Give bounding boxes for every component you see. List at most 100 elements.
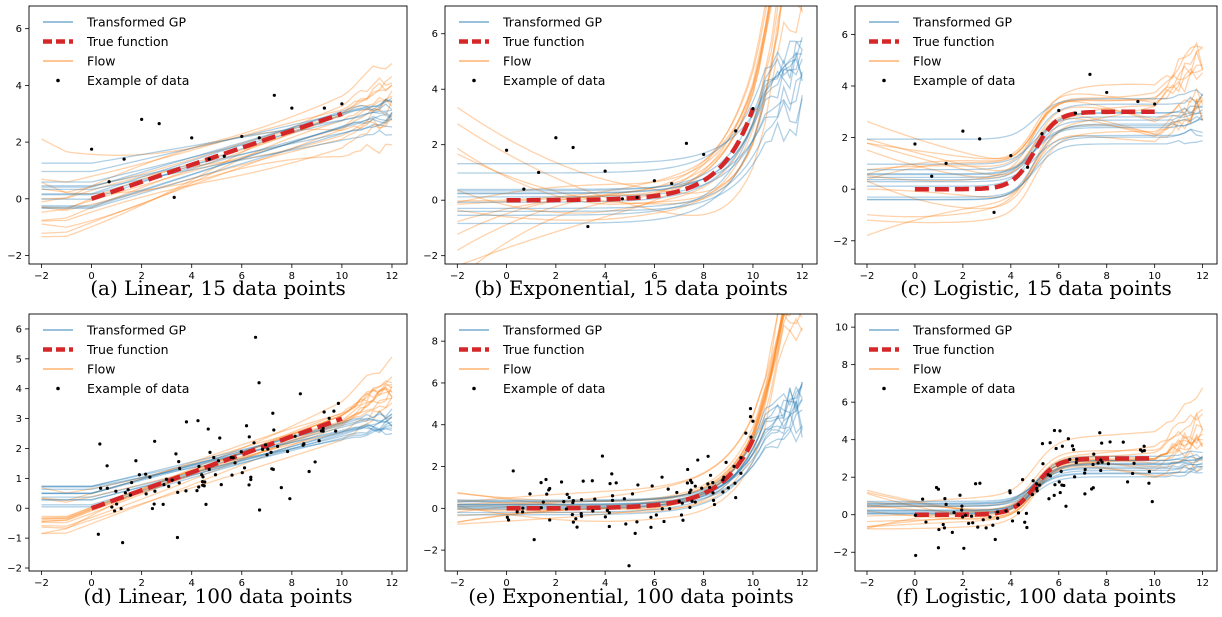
y-tick-label: 4 xyxy=(16,81,22,92)
gp-sample-line xyxy=(457,383,803,506)
data-point xyxy=(1132,461,1136,465)
flow-sample-line xyxy=(866,67,1204,160)
data-point xyxy=(726,486,730,490)
y-tick-label: 4 xyxy=(842,435,848,446)
gp-sample-line xyxy=(457,410,803,516)
data-point xyxy=(134,459,138,463)
true-function-line xyxy=(914,456,1155,517)
y-tick-label: 0 xyxy=(842,185,848,196)
axes-frame xyxy=(444,5,818,265)
data-point xyxy=(1066,437,1070,441)
gp-sample-line xyxy=(867,456,1203,504)
data-point xyxy=(1010,519,1015,523)
x-tick-label: −2 xyxy=(450,578,465,589)
data-point xyxy=(571,520,575,524)
data-point xyxy=(272,93,276,97)
gp-sample-line xyxy=(41,416,393,488)
y-tick-label: 1 xyxy=(16,474,22,485)
data-point xyxy=(249,477,253,482)
data-point xyxy=(197,485,201,489)
y-tick-label: 0 xyxy=(432,196,438,207)
data-point xyxy=(528,492,532,496)
gp-sample-line xyxy=(457,71,803,191)
legend-data-swatch xyxy=(882,78,886,83)
data-point xyxy=(1057,108,1061,113)
data-point xyxy=(176,490,180,495)
data-point xyxy=(960,508,964,512)
legend-label: True function xyxy=(502,34,585,49)
x-tick-label: 4 xyxy=(189,271,195,282)
legend-label: Transformed GP xyxy=(502,323,602,338)
y-tick-label: 4 xyxy=(432,85,438,96)
data-point xyxy=(971,521,975,525)
gp-sample-line xyxy=(457,385,803,503)
data-point xyxy=(1058,490,1062,495)
data-point xyxy=(1100,460,1104,464)
data-point xyxy=(197,464,201,469)
gp-sample-line xyxy=(457,75,803,198)
data-point xyxy=(541,500,545,504)
data-point xyxy=(219,483,223,487)
gp-sample-line xyxy=(867,111,1203,165)
legend-data-swatch xyxy=(472,78,476,83)
y-tick-label: 2 xyxy=(842,133,848,144)
data-point xyxy=(700,486,704,490)
data-point xyxy=(153,439,157,443)
data-point xyxy=(1150,499,1154,504)
gp-sample-line xyxy=(867,115,1203,201)
y-tick-label: −2 xyxy=(833,236,848,247)
x-tick-label: −2 xyxy=(860,271,875,282)
data-point xyxy=(336,401,341,405)
data-point xyxy=(1024,511,1029,516)
data-point xyxy=(930,174,934,178)
data-point xyxy=(744,431,748,435)
x-tick-label: 8 xyxy=(1104,271,1110,282)
data-point xyxy=(1064,504,1068,508)
x-tick-label: 6 xyxy=(651,271,657,282)
data-point xyxy=(545,492,549,496)
data-point xyxy=(285,449,290,454)
data-point xyxy=(934,485,939,490)
flow-sample-line xyxy=(41,387,393,502)
x-tick-label: −2 xyxy=(34,271,49,282)
flow-sample-line xyxy=(866,387,1204,508)
flow-sample-line xyxy=(457,6,771,204)
data-point xyxy=(976,525,980,529)
data-point xyxy=(607,511,611,515)
data-point xyxy=(175,535,180,540)
chart-panel-4: −2 0 2 4 6 8 10 12 −2 0 2 4 6 8 Transformed GP True fun… xyxy=(423,313,818,608)
x-tick-label: 6 xyxy=(239,271,245,282)
flow-sample-line xyxy=(41,63,393,203)
data-point xyxy=(178,466,182,471)
data-point xyxy=(603,169,607,173)
data-point xyxy=(570,512,574,517)
data-point xyxy=(724,460,728,464)
y-tick-label: 2 xyxy=(432,140,438,151)
data-point xyxy=(688,505,692,510)
flow-sample-line xyxy=(866,50,1204,237)
data-point xyxy=(275,444,280,448)
legend-data-swatch xyxy=(56,78,60,83)
flow-sample-line xyxy=(41,376,393,524)
data-point xyxy=(1106,462,1110,466)
y-tick-label: 6 xyxy=(16,24,22,35)
data-point xyxy=(749,435,753,439)
flow-sample-line xyxy=(41,95,393,234)
flow-sample-line xyxy=(866,433,1204,510)
legend-label: Example of data xyxy=(87,381,189,396)
x-tick-label: 8 xyxy=(700,578,706,589)
data-point xyxy=(233,461,237,465)
legend-label: Transformed GP xyxy=(912,15,1012,30)
y-tick-label: 2 xyxy=(842,473,848,484)
data-point xyxy=(1153,102,1157,106)
x-tick-label: 8 xyxy=(289,578,295,589)
data-point xyxy=(981,518,985,522)
data-point xyxy=(548,518,552,522)
data-point xyxy=(521,510,525,514)
x-tick-label: 2 xyxy=(960,578,966,589)
data-point xyxy=(130,480,134,485)
data-point xyxy=(649,525,653,529)
gp-sample-line xyxy=(867,128,1203,183)
y-tick-label: 6 xyxy=(16,324,22,335)
data-point xyxy=(689,488,693,492)
